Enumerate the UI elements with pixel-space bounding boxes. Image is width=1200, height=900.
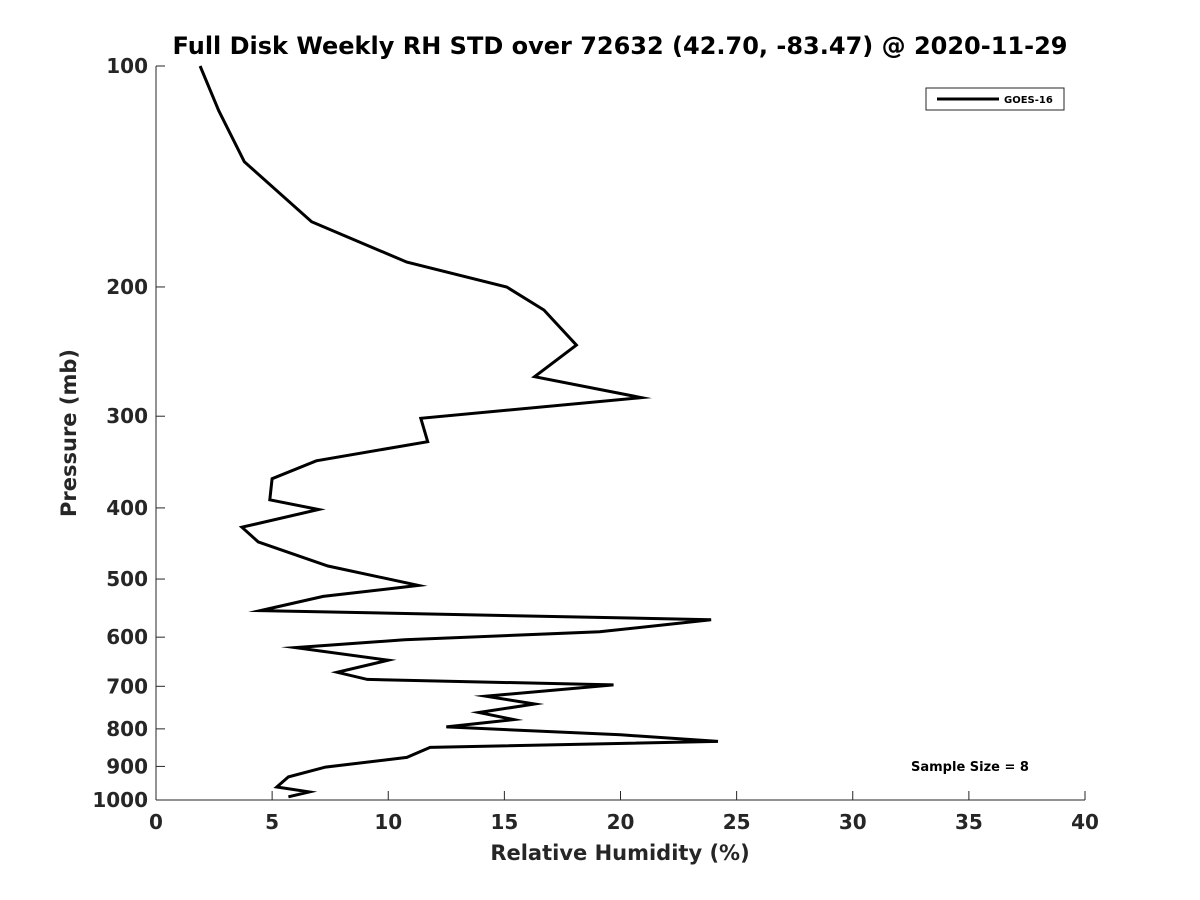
legend: GOES-16 xyxy=(925,87,1065,111)
y-tick-label: 400 xyxy=(106,496,148,520)
y-tick-label: 100 xyxy=(106,54,148,78)
y-tick-label: 200 xyxy=(106,275,148,299)
x-axis-label: Relative Humidity (%) xyxy=(490,841,749,865)
x-tick-label: 40 xyxy=(1071,810,1099,834)
y-tick-label: 700 xyxy=(106,674,148,698)
x-tick-label: 15 xyxy=(490,810,518,834)
sample-size-annotation: Sample Size = 8 xyxy=(911,760,1029,775)
y-tick-label: 600 xyxy=(106,625,148,649)
x-tick-label: 25 xyxy=(723,810,751,834)
y-ticks: 100 200 300 400 500 600 700 800 900 1000 xyxy=(92,54,165,812)
y-tick-label: 900 xyxy=(106,754,148,778)
x-tick-label: 35 xyxy=(955,810,983,834)
x-tick-label: 30 xyxy=(839,810,867,834)
y-tick-label: 500 xyxy=(106,567,148,591)
x-tick-label: 10 xyxy=(374,810,402,834)
x-tick-label: 5 xyxy=(265,810,279,834)
y-tick-label: 1000 xyxy=(92,788,148,812)
x-tick-label: 20 xyxy=(607,810,635,834)
x-tick-label: 0 xyxy=(149,810,163,834)
chart-title: Full Disk Weekly RH STD over 72632 (42.7… xyxy=(173,32,1068,60)
plot-area xyxy=(155,66,1085,801)
y-tick-label: 300 xyxy=(106,404,148,428)
series-layer xyxy=(198,65,719,799)
y-axis-label: Pressure (mb) xyxy=(57,349,81,517)
y-tick-label: 800 xyxy=(106,717,148,741)
x-ticks: 0 5 10 15 20 25 30 35 40 xyxy=(149,791,1099,834)
legend-label-goes-16: GOES-16 xyxy=(1004,95,1053,106)
series-line-goes-16 xyxy=(198,65,719,799)
